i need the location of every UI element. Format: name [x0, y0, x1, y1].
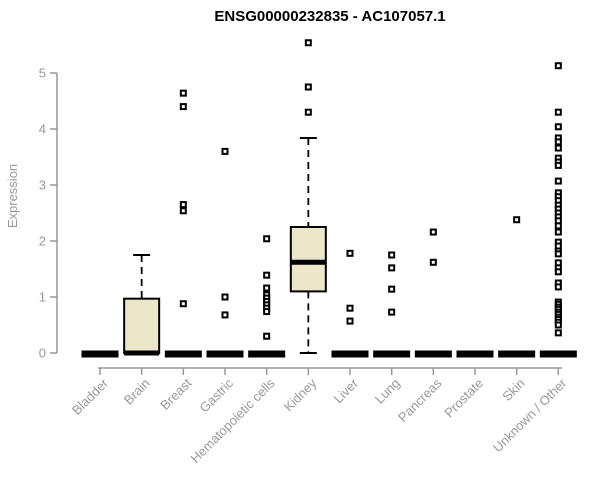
- x-category-label: Kidney: [281, 375, 320, 414]
- x-category-label: Bladder: [69, 375, 112, 418]
- y-tick-label: 4: [39, 122, 46, 137]
- x-category-label: Gastric: [196, 375, 236, 415]
- x-category-label: Skin: [499, 376, 527, 404]
- x-category-label: Unknown / Other: [490, 375, 570, 455]
- x-category-label: Breast: [157, 375, 194, 412]
- y-tick-label: 5: [39, 66, 46, 81]
- x-category-label: Pancreas: [395, 375, 445, 425]
- y-tick-label: 3: [39, 178, 46, 193]
- y-tick-label: 2: [39, 234, 46, 249]
- y-tick-label: 0: [39, 346, 46, 361]
- chart-title: ENSG00000232835 - AC107057.1: [214, 8, 446, 25]
- x-category-label: Lung: [372, 376, 403, 407]
- y-tick-label: 1: [39, 290, 46, 305]
- x-category-label: Liver: [331, 375, 362, 406]
- x-category-label: Prostate: [441, 376, 486, 421]
- x-category-label: Brain: [121, 376, 153, 408]
